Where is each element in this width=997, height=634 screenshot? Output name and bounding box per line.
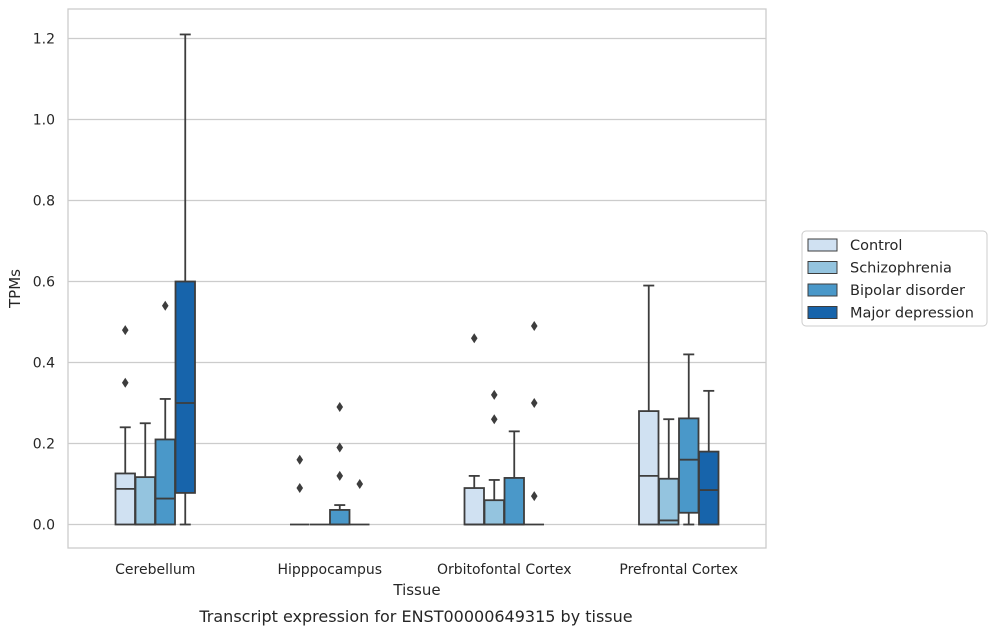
boxes	[114, 33, 720, 526]
box-major-depression	[350, 479, 370, 526]
box-schizophrenia	[658, 418, 680, 526]
outlier-point	[356, 479, 364, 489]
plot-frame	[67, 8, 767, 549]
box-iqr	[483, 499, 505, 526]
outlier-point	[121, 377, 129, 388]
y-axis-label: TPMs	[6, 269, 24, 309]
y-tick-label: 0.4	[33, 356, 55, 372]
outlier-point	[296, 454, 304, 465]
box-iqr	[503, 477, 525, 526]
y-tick-labels: 0.0 0.2 0.4 0.6 0.8 1.0 1.2	[33, 32, 55, 534]
outlier-point	[530, 491, 538, 502]
x-tick-label: Prefrontal Cortex	[619, 562, 738, 578]
box-iqr	[174, 280, 196, 494]
x-tick-label: Orbitofontal Cortex	[437, 562, 572, 578]
box-iqr	[678, 417, 700, 514]
outlier-point	[296, 483, 304, 494]
x-tick-labels: Cerebellum Hipppocampus Orbitofontal Corte…	[115, 562, 738, 578]
legend-swatch	[807, 283, 838, 297]
outlier-point	[161, 300, 169, 311]
box-bipolar-disorder	[678, 353, 700, 526]
box-bipolar-disorder	[329, 402, 351, 526]
x-tick-label: Cerebellum	[115, 562, 195, 578]
box-control	[463, 333, 485, 526]
outlier-point	[470, 333, 478, 344]
box-major-depression	[524, 321, 544, 526]
box-iqr	[329, 509, 351, 526]
legend-label: Major depression	[850, 306, 974, 322]
y-tick-label: 0.6	[33, 275, 55, 291]
box-iqr	[114, 472, 136, 526]
box-iqr	[463, 487, 485, 526]
x-axis-label: Tissue	[392, 581, 440, 599]
legend-label: Control	[850, 238, 902, 254]
legend-label: Bipolar disorder	[850, 283, 965, 299]
legend-label: Schizophrenia	[850, 261, 952, 277]
legend-swatch	[807, 238, 838, 252]
box-iqr	[698, 450, 720, 526]
legend-swatch	[807, 261, 838, 274]
box-iqr	[134, 476, 156, 526]
box-major-depression	[698, 389, 720, 526]
y-tick-label: 1.2	[33, 32, 55, 48]
box-iqr	[658, 477, 680, 526]
y-tick-label: 1.0	[33, 113, 55, 129]
outlier-point	[336, 470, 344, 481]
outlier-point	[121, 325, 129, 336]
outlier-point	[490, 414, 498, 425]
legend-swatch	[807, 306, 838, 319]
box-control	[638, 284, 660, 526]
box-bipolar-disorder	[154, 300, 176, 526]
box-iqr	[154, 438, 176, 526]
outlier-point	[530, 321, 538, 332]
box-schizophrenia	[134, 422, 156, 526]
box-schizophrenia	[483, 389, 505, 526]
x-tick-label: Hipppocampus	[277, 562, 382, 578]
outlier-point	[336, 402, 344, 413]
legend: Control Schizophrenia Bipolar disorder Majo…	[801, 230, 988, 327]
outlier-point	[530, 398, 538, 408]
box-bipolar-disorder	[503, 430, 525, 526]
y-tick-label: 0.2	[33, 437, 55, 453]
box-iqr	[638, 410, 660, 526]
y-tick-label: 0.0	[33, 518, 55, 534]
outlier-point	[336, 442, 344, 453]
legend-frame	[801, 230, 988, 327]
outlier-point	[490, 389, 498, 400]
chart-caption: Transcript expression for ENST0000064931…	[198, 607, 632, 626]
box-major-depression	[174, 33, 196, 526]
y-tick-label: 0.8	[33, 194, 55, 210]
box-control	[114, 325, 136, 526]
box-control	[290, 454, 310, 526]
